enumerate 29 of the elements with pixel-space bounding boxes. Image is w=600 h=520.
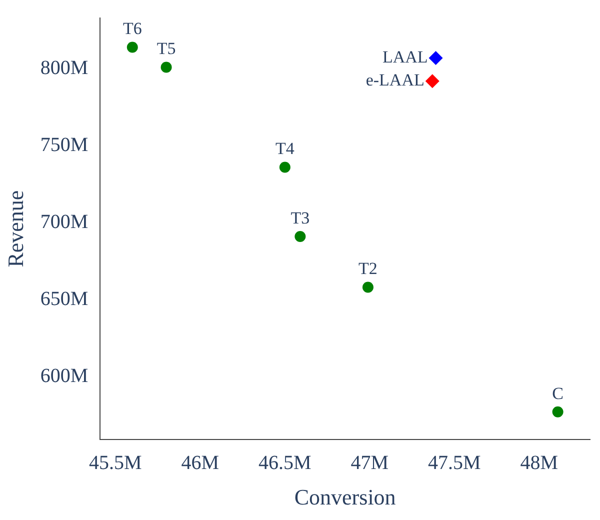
- y-tick-label: 650M: [40, 288, 88, 310]
- point: [294, 230, 306, 242]
- x-tick-label: 47.5M: [428, 452, 482, 474]
- x-tick-label: 48M: [520, 452, 558, 474]
- point: [362, 282, 374, 293]
- y-tick-label: 700M: [40, 210, 88, 233]
- data-label: T4: [275, 139, 295, 158]
- point: [428, 51, 443, 66]
- data-label: T3: [290, 208, 310, 228]
- y-axis-title: Revenue: [2, 190, 28, 268]
- point: [279, 162, 290, 173]
- point: [160, 62, 172, 73]
- point: [126, 42, 138, 53]
- x-tick-label: 46M: [181, 452, 220, 474]
- y-tick-label: 800M: [40, 57, 88, 80]
- x-tick-label: 47M: [350, 452, 389, 474]
- series-label: LAAL: [382, 47, 428, 66]
- data-label: T6: [122, 19, 142, 38]
- data-label: C: [552, 384, 564, 403]
- y-tick-label: 600M: [40, 364, 88, 387]
- point: [552, 406, 564, 418]
- x-tick-label: 46.5M: [258, 452, 312, 474]
- series-label: e-LAAL: [366, 70, 424, 90]
- data-label: T2: [358, 259, 378, 278]
- x-tick-label: 45.5M: [89, 452, 142, 474]
- point: [425, 74, 440, 88]
- x-axis-title: Conversion: [294, 484, 396, 510]
- data-label: T5: [156, 39, 176, 58]
- y-tick-label: 750M: [40, 134, 88, 156]
